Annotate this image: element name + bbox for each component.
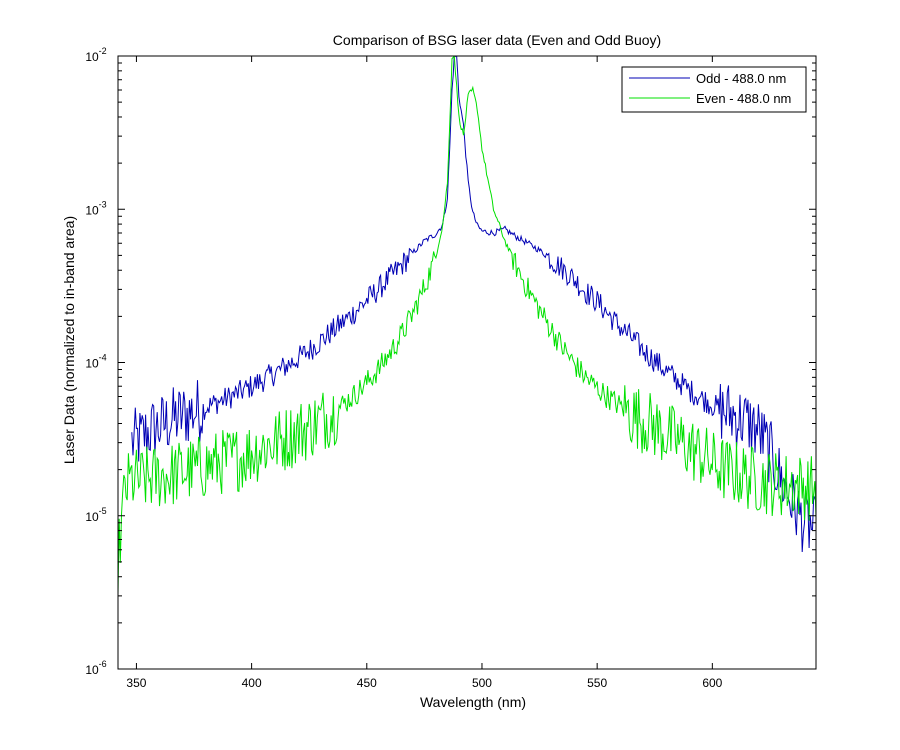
y-tick-label: 10-5 — [85, 506, 106, 524]
x-tick-label: 400 — [242, 676, 262, 690]
x-axis: 350 400 450 500 550 600 — [126, 56, 723, 690]
y-tick-label: 10-4 — [85, 353, 106, 371]
series-layer — [118, 56, 816, 595]
x-tick-label: 450 — [357, 676, 377, 690]
series-line-odd — [131, 56, 816, 553]
legend-box — [621, 66, 807, 113]
legend-label-even: Even - 488.0 nm — [696, 91, 791, 106]
x-tick-label: 350 — [126, 676, 146, 690]
legend-label-odd: Odd - 488.0 nm — [696, 71, 786, 86]
series-line-even — [118, 56, 816, 595]
x-tick-label: 500 — [472, 676, 492, 690]
x-axis-title: Wavelength (nm) — [420, 694, 526, 710]
x-tick-label: 600 — [702, 676, 722, 690]
y-tick-label: 10-6 — [85, 659, 106, 677]
y-axis-title: Laser Data (normalized to in-band area) — [61, 216, 77, 464]
y-axis: 10-6 10-5 10-4 10-3 10-2 — [85, 46, 816, 677]
y-tick-label: 10-3 — [85, 199, 106, 217]
chart-title: Comparison of BSG laser data (Even and O… — [333, 32, 661, 48]
x-tick-label: 550 — [587, 676, 607, 690]
legend: Odd - 488.0 nm Even - 488.0 nm — [621, 66, 807, 113]
y-tick-label: 10-2 — [85, 46, 106, 64]
plot-area — [118, 56, 816, 669]
